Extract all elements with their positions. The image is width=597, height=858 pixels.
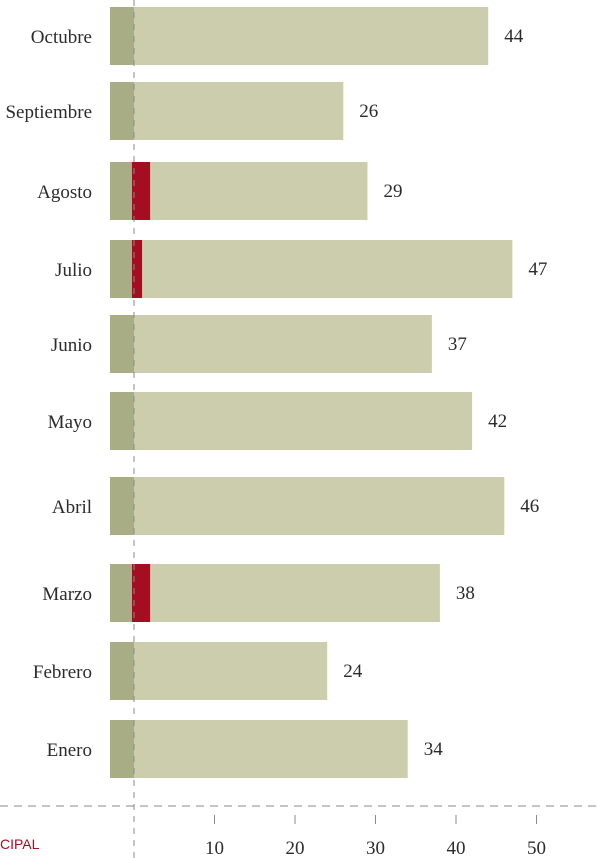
- category-label: Agosto: [37, 182, 92, 203]
- bar-base-agosto: [110, 162, 134, 220]
- bar-base-septiembre: [110, 82, 134, 140]
- bar-junio: [134, 315, 432, 373]
- value-label: 46: [520, 496, 539, 517]
- category-label: Abril: [52, 497, 92, 518]
- bar-base-febrero: [110, 642, 134, 700]
- value-label: 29: [383, 181, 402, 202]
- bar-enero: [134, 720, 408, 778]
- value-label: 34: [424, 739, 444, 760]
- x-tick-label: 30: [366, 838, 385, 858]
- value-label: 38: [456, 583, 475, 604]
- value-label: 24: [343, 661, 363, 682]
- bar-mayo: [134, 392, 473, 450]
- bar-agosto: [134, 162, 368, 220]
- value-label: 47: [528, 259, 547, 280]
- x-tick-label: 50: [527, 838, 546, 858]
- value-label: 44: [504, 26, 524, 47]
- bar-base-mayo: [110, 392, 134, 450]
- bar-base-junio: [110, 315, 134, 373]
- highlight-segment-marzo: [132, 564, 151, 622]
- category-label: Enero: [47, 740, 92, 761]
- footer-label: CIPAL: [0, 836, 40, 852]
- x-tick-label: 20: [286, 838, 305, 858]
- category-label: Junio: [51, 335, 92, 356]
- category-label: Febrero: [33, 662, 92, 683]
- category-label: Mayo: [48, 412, 92, 433]
- category-label: Octubre: [31, 27, 92, 48]
- x-tick-label: 10: [205, 838, 224, 858]
- bar-base-marzo: [110, 564, 134, 622]
- bar-julio: [134, 240, 513, 298]
- bar-base-octubre: [110, 7, 134, 65]
- bar-base-enero: [110, 720, 134, 778]
- bar-base-julio: [110, 240, 134, 298]
- value-label: 42: [488, 411, 507, 432]
- x-tick-label: 40: [447, 838, 466, 858]
- value-label: 26: [359, 101, 378, 122]
- bar-septiembre: [134, 82, 344, 140]
- category-label: Julio: [55, 260, 92, 281]
- value-label: 37: [448, 334, 467, 355]
- bar-abril: [134, 477, 505, 535]
- bar-febrero: [134, 642, 328, 700]
- highlight-segment-agosto: [132, 162, 151, 220]
- category-label: Marzo: [42, 584, 92, 605]
- highlight-segment-julio: [132, 240, 143, 298]
- bar-marzo: [134, 564, 440, 622]
- bar-octubre: [134, 7, 489, 65]
- category-label: Septiembre: [5, 102, 92, 123]
- bar-base-abril: [110, 477, 134, 535]
